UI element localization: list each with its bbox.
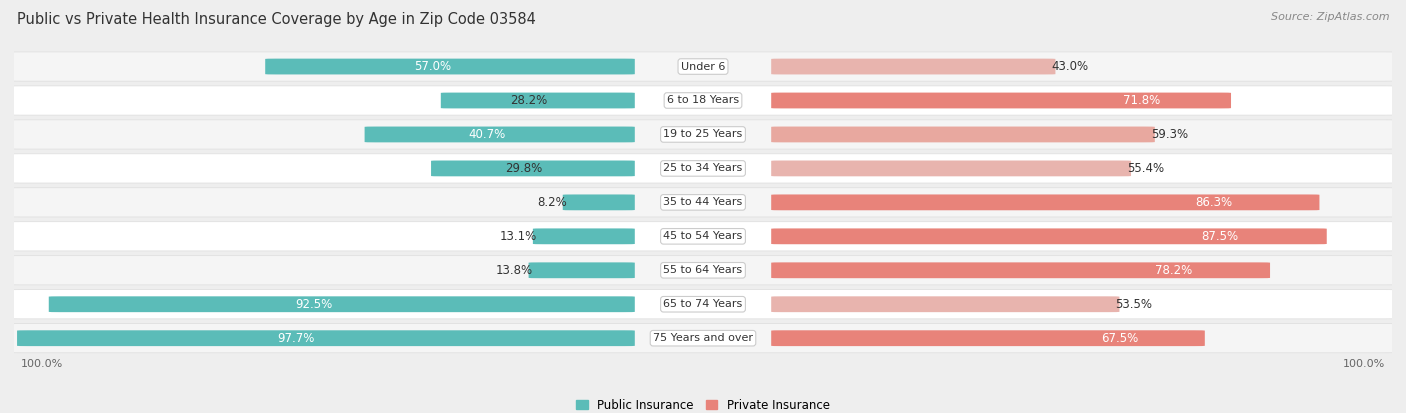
Text: 100.0%: 100.0% [21, 359, 63, 369]
FancyBboxPatch shape [17, 330, 634, 346]
FancyBboxPatch shape [7, 154, 1399, 183]
FancyBboxPatch shape [772, 126, 1154, 142]
FancyBboxPatch shape [7, 324, 1399, 353]
FancyBboxPatch shape [772, 93, 1232, 108]
Text: Public vs Private Health Insurance Coverage by Age in Zip Code 03584: Public vs Private Health Insurance Cover… [17, 12, 536, 27]
Text: Source: ZipAtlas.com: Source: ZipAtlas.com [1271, 12, 1389, 22]
Text: 78.2%: 78.2% [1154, 264, 1192, 277]
FancyBboxPatch shape [7, 188, 1399, 217]
FancyBboxPatch shape [533, 228, 634, 244]
FancyBboxPatch shape [7, 222, 1399, 251]
Text: 43.0%: 43.0% [1052, 60, 1088, 73]
FancyBboxPatch shape [772, 297, 1119, 312]
Legend: Public Insurance, Private Insurance: Public Insurance, Private Insurance [571, 394, 835, 413]
FancyBboxPatch shape [7, 52, 1399, 81]
Text: 67.5%: 67.5% [1101, 332, 1139, 345]
FancyBboxPatch shape [7, 86, 1399, 115]
FancyBboxPatch shape [49, 297, 634, 312]
FancyBboxPatch shape [772, 262, 1270, 278]
Text: 40.7%: 40.7% [468, 128, 506, 141]
Text: 100.0%: 100.0% [1343, 359, 1385, 369]
Text: 45 to 54 Years: 45 to 54 Years [664, 231, 742, 241]
Text: 19 to 25 Years: 19 to 25 Years [664, 129, 742, 140]
Text: 57.0%: 57.0% [413, 60, 451, 73]
FancyBboxPatch shape [772, 228, 1327, 244]
FancyBboxPatch shape [562, 195, 634, 210]
FancyBboxPatch shape [441, 93, 634, 108]
FancyBboxPatch shape [7, 290, 1399, 319]
FancyBboxPatch shape [529, 262, 634, 278]
FancyBboxPatch shape [772, 161, 1130, 176]
Text: 13.8%: 13.8% [496, 264, 533, 277]
Text: 13.1%: 13.1% [499, 230, 537, 243]
Text: 97.7%: 97.7% [277, 332, 315, 345]
Text: 53.5%: 53.5% [1115, 298, 1153, 311]
Text: 86.3%: 86.3% [1195, 196, 1232, 209]
Text: 25 to 34 Years: 25 to 34 Years [664, 164, 742, 173]
FancyBboxPatch shape [772, 59, 1056, 74]
FancyBboxPatch shape [772, 330, 1205, 346]
FancyBboxPatch shape [432, 161, 634, 176]
Text: 8.2%: 8.2% [537, 196, 567, 209]
Text: Under 6: Under 6 [681, 62, 725, 71]
Text: 29.8%: 29.8% [505, 162, 543, 175]
Text: 71.8%: 71.8% [1122, 94, 1160, 107]
Text: 6 to 18 Years: 6 to 18 Years [666, 95, 740, 105]
FancyBboxPatch shape [772, 195, 1319, 210]
Text: 55.4%: 55.4% [1126, 162, 1164, 175]
Text: 87.5%: 87.5% [1201, 230, 1239, 243]
Text: 28.2%: 28.2% [510, 94, 548, 107]
FancyBboxPatch shape [7, 120, 1399, 149]
Text: 59.3%: 59.3% [1150, 128, 1188, 141]
FancyBboxPatch shape [364, 126, 634, 142]
Text: 35 to 44 Years: 35 to 44 Years [664, 197, 742, 207]
Text: 92.5%: 92.5% [295, 298, 332, 311]
FancyBboxPatch shape [7, 256, 1399, 285]
FancyBboxPatch shape [266, 59, 634, 74]
Text: 75 Years and over: 75 Years and over [652, 333, 754, 343]
Text: 65 to 74 Years: 65 to 74 Years [664, 299, 742, 309]
Text: 55 to 64 Years: 55 to 64 Years [664, 265, 742, 275]
